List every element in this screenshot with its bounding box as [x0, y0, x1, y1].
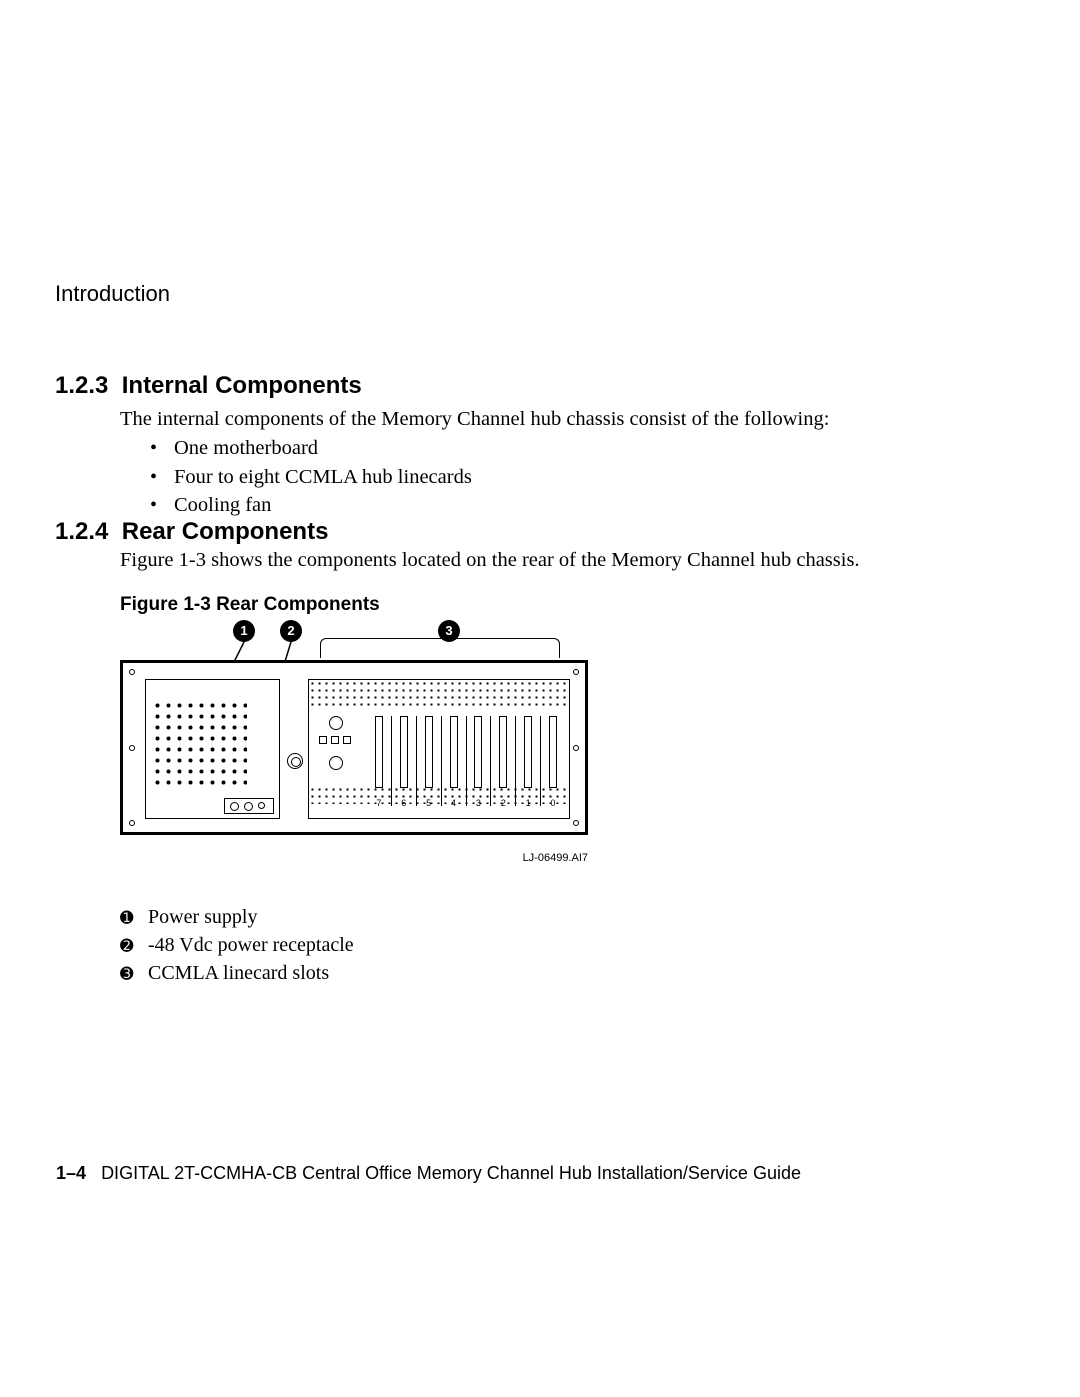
controller-panel	[315, 716, 357, 792]
screw-icon	[573, 745, 579, 751]
led-icon	[329, 716, 343, 730]
legend-text: Power supply	[148, 904, 257, 930]
running-header: Introduction	[55, 281, 170, 307]
legend-marker: ➌	[120, 965, 148, 986]
section-title: Rear Components	[122, 518, 329, 545]
power-receptacle	[224, 798, 274, 814]
figure-rear-components: 1 2 3	[120, 620, 588, 880]
psu-grill	[152, 700, 247, 790]
section-1-intro: The internal components of the Memory Ch…	[120, 406, 829, 434]
screw-icon	[573, 669, 579, 675]
figure-id-label: LJ-06499.AI7	[523, 852, 588, 864]
section-heading-1-2-4: 1.2.4 Rear Components	[55, 518, 328, 546]
page: Introduction 1.2.3 Internal Components T…	[0, 0, 1080, 1397]
section-number: 1.2.4	[55, 518, 108, 545]
screw-icon	[129, 669, 135, 675]
list-item: Four to eight CCMLA hub linecards	[120, 463, 472, 492]
callout-row: 1 2 3	[120, 620, 588, 660]
legend-row: ➌ CCMLA linecard slots	[120, 960, 354, 986]
legend-marker: ➊	[120, 909, 148, 930]
figure-caption: Figure 1-3 Rear Components	[120, 594, 380, 616]
switch-icon	[319, 736, 327, 744]
legend-text: -48 Vdc power receptacle	[148, 932, 354, 958]
switch-icon	[331, 736, 339, 744]
vent-bottom	[309, 786, 569, 804]
page-number: 1–4	[56, 1163, 86, 1183]
callout-1: 1	[233, 620, 255, 642]
led-icon	[329, 756, 343, 770]
bracket-slots	[320, 638, 560, 658]
list-item: Cooling fan	[120, 491, 472, 520]
chassis-diagram: 0 1 2 3 4 5 6 7	[120, 660, 588, 835]
legend-marker: ➋	[120, 937, 148, 958]
switch-icon	[343, 736, 351, 744]
screw-icon	[573, 820, 579, 826]
callout-2: 2	[280, 620, 302, 642]
legend-text: CCMLA linecard slots	[148, 960, 329, 986]
doc-title: DIGITAL 2T-CCMHA-CB Central Office Memor…	[101, 1163, 801, 1183]
power-supply	[145, 679, 280, 819]
figure-legend: ➊ Power supply ➋ -48 Vdc power receptacl…	[120, 904, 354, 988]
legend-row: ➋ -48 Vdc power receptacle	[120, 932, 354, 958]
section-2-intro: Figure 1-3 shows the components located …	[120, 549, 860, 572]
linecard-cage: 0 1 2 3 4 5 6 7	[308, 679, 570, 819]
vent-top	[309, 680, 569, 710]
section-number: 1.2.3	[55, 372, 108, 399]
screw-icon	[129, 745, 135, 751]
page-footer: 1–4 DIGITAL 2T-CCMHA-CB Central Office M…	[56, 1163, 801, 1184]
section-heading-1-2-3: 1.2.3 Internal Components	[55, 372, 362, 400]
legend-row: ➊ Power supply	[120, 904, 354, 930]
screw-icon	[129, 820, 135, 826]
bullet-list: One motherboard Four to eight CCMLA hub …	[120, 434, 472, 520]
list-item: One motherboard	[120, 434, 472, 463]
knob-icon	[287, 753, 303, 769]
section-title: Internal Components	[122, 372, 362, 399]
